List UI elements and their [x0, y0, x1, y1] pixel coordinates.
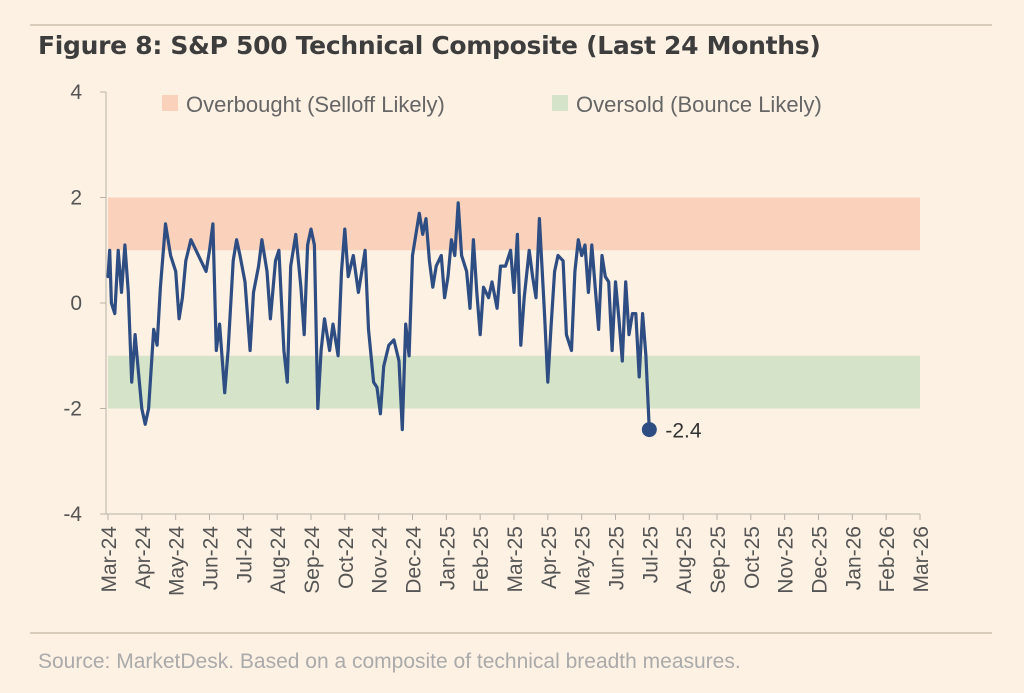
band-layer: [108, 197, 920, 409]
last-value-label: -2.4: [665, 420, 702, 443]
legend-swatch-overbought: [162, 95, 178, 111]
y-tick-label: -2: [63, 398, 82, 421]
last-value-marker: [641, 422, 657, 438]
x-tick-label: Jun-24: [200, 526, 223, 591]
x-tick-label: May-25: [572, 526, 595, 596]
x-tick-label: Sep-24: [301, 526, 324, 594]
x-tick-label: Jan-25: [436, 526, 459, 590]
y-tick-label: 4: [70, 81, 82, 104]
legend: Overbought (Selloff Likely) Oversold (Bou…: [162, 92, 822, 117]
x-tick-label: Dec-24: [403, 526, 426, 594]
y-tick-label: -4: [63, 503, 82, 526]
x-tick-label: Jul-25: [639, 526, 662, 583]
x-tick-label: May-24: [166, 526, 189, 596]
y-tick-label: 0: [70, 292, 82, 315]
x-tick-label: Aug-24: [267, 526, 290, 594]
chart-title: Figure 8: S&P 500 Technical Composite (L…: [38, 31, 821, 60]
x-tick-label: Jan-26: [842, 526, 865, 590]
overbought-band: [108, 197, 920, 251]
source-note: Source: MarketDesk. Based on a composite…: [38, 650, 741, 673]
legend-swatch-oversold: [552, 95, 568, 111]
legend-label-overbought: Overbought (Selloff Likely): [186, 92, 445, 117]
x-tick-label: Apr-24: [132, 526, 155, 589]
x-tick-label: Sep-25: [707, 526, 730, 594]
composite-series-line: [106, 201, 651, 432]
x-tick-label: Dec-25: [809, 526, 832, 594]
x-tick-label: Feb-26: [876, 526, 899, 593]
x-tick-label: Oct-25: [741, 526, 764, 589]
x-tick-label: Jun-25: [606, 526, 629, 590]
bottom-divider: [30, 632, 992, 634]
x-tick-label: Nov-24: [369, 526, 392, 594]
x-tick-label: Jul-24: [233, 526, 256, 584]
x-tick-label: Aug-25: [673, 526, 696, 594]
x-tick-label: Feb-25: [470, 526, 493, 593]
x-tick-label: Nov-25: [775, 526, 798, 594]
x-tick-label: Mar-24: [98, 526, 121, 593]
x-tick-label: Mar-25: [504, 526, 527, 593]
x-tick-label: Mar-26: [910, 526, 933, 593]
x-axis: Mar-24 Apr-24 May-24 Jun-24 Jul-24 Aug-24 Sep-…: [98, 513, 933, 596]
top-divider: [30, 24, 992, 26]
series-layer: -2.4: [106, 201, 702, 443]
x-tick-label: Apr-25: [538, 526, 561, 589]
y-axis: 4 2 0 -2 -4: [63, 81, 107, 526]
x-tick-label: Oct-24: [335, 526, 358, 589]
legend-label-oversold: Oversold (Bounce Likely): [576, 92, 822, 117]
y-tick-label: 2: [70, 187, 82, 210]
oversold-band: [108, 355, 920, 409]
